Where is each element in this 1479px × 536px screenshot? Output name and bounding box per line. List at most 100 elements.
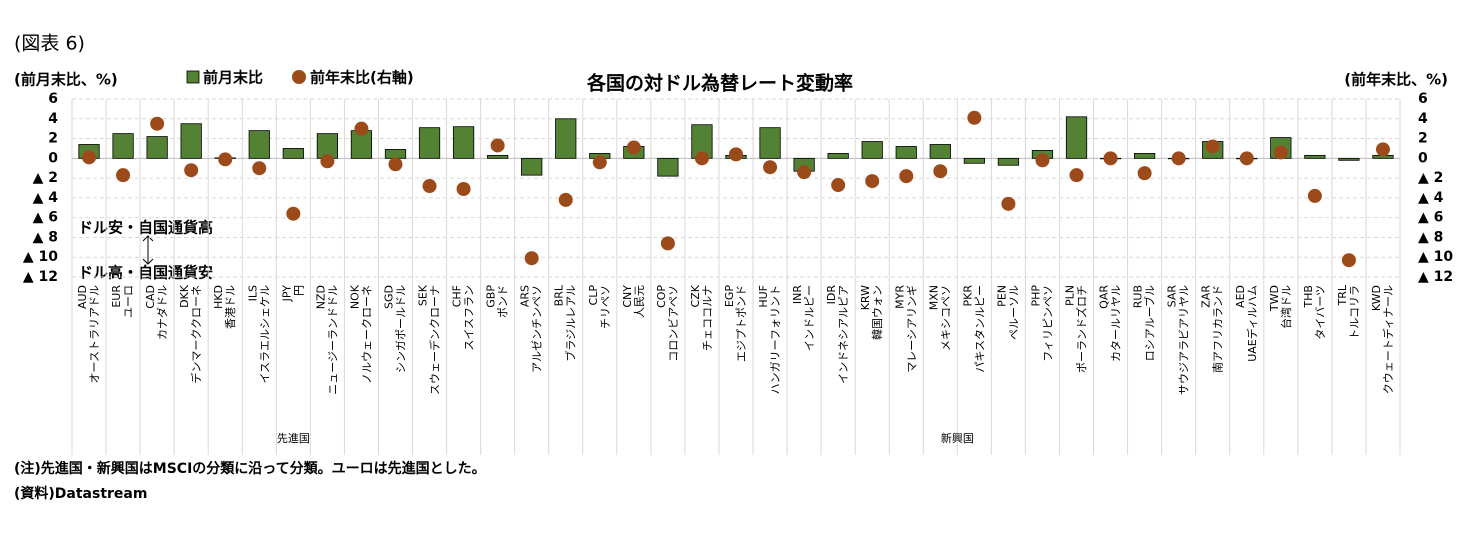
x-tick-label: ノルウェークローネ <box>360 285 373 384</box>
x-tick-label: ブラジルレアル <box>564 285 578 362</box>
legend-label: 前月末比 <box>203 69 263 87</box>
dot <box>422 179 437 194</box>
x-tick-label: カナダドル <box>155 285 169 340</box>
x-tick-label: NZD <box>314 285 327 309</box>
chart-title: 各国の対ドル為替レート変動率 <box>586 72 853 95</box>
bar <box>521 157 543 176</box>
x-tick-label: IDR <box>825 285 838 305</box>
y-axis-label: (前月末比、%) <box>14 71 118 89</box>
y-tick-label: 0 <box>48 150 58 166</box>
x-tick-label: SEK <box>417 284 430 306</box>
x-tick-label: CHF <box>451 285 464 307</box>
x-tick-label: クウェートディナール <box>1381 285 1395 394</box>
bar <box>282 148 304 159</box>
bar <box>180 123 202 159</box>
y2-tick-label: ▲ 2 <box>1418 170 1443 186</box>
x-tick-label: GBP <box>485 285 498 308</box>
figure-label: (図表 6) <box>14 33 85 55</box>
dot <box>899 169 914 184</box>
x-tick-label: インドネシアルピア <box>837 285 850 384</box>
y-tick-label: 4 <box>48 111 58 127</box>
dot <box>1001 196 1016 211</box>
x-tick-label: AED <box>1234 285 1247 308</box>
dot <box>456 181 471 196</box>
y-tick-label: 2 <box>48 131 58 147</box>
dot <box>490 138 505 153</box>
x-tick-label: PEN <box>995 285 1008 307</box>
x-tick-label: ニュージーランドドル <box>326 285 339 395</box>
y-tick-label: ▲ 6 <box>33 210 58 226</box>
bar <box>657 157 679 177</box>
bar <box>895 146 917 159</box>
x-tick-label: TWD <box>1268 285 1281 312</box>
y2-tick-label: ▲ 10 <box>1418 249 1453 265</box>
y-tick-label: ▲ 8 <box>33 229 58 245</box>
dot <box>252 161 267 176</box>
x-tick-label: COP <box>655 285 668 308</box>
y-tick-label: 6 <box>48 91 58 107</box>
x-tick-label: 台湾ドル <box>1279 285 1293 329</box>
bar <box>487 154 509 159</box>
x-tick-label: ロシアルーブル <box>1143 285 1157 361</box>
x-tick-label: オーストラリアドル <box>88 285 101 383</box>
y2-tick-label: 0 <box>1418 150 1428 166</box>
dot <box>524 251 539 266</box>
y2-axis-label: (前年末比、%) <box>1344 71 1448 89</box>
footnote: (資料)Datastream <box>14 485 147 502</box>
x-tick-label: フィリピンペソ <box>1041 285 1054 362</box>
bar <box>248 130 270 159</box>
x-tick-label: UAEディルハム <box>1245 285 1259 362</box>
dot <box>1375 142 1390 157</box>
dot <box>1341 253 1356 268</box>
x-tick-label: ペルーソル <box>1007 285 1020 340</box>
dot <box>354 121 369 136</box>
dot <box>1273 145 1288 160</box>
dot <box>218 152 233 167</box>
dot <box>797 165 812 180</box>
dot <box>286 206 301 221</box>
dot <box>1307 188 1322 203</box>
x-tick-label: メキシコペソ <box>939 285 952 351</box>
bar <box>1338 157 1360 161</box>
x-tick-label: ポンド <box>497 285 510 318</box>
y2-tick-label: ▲ 4 <box>1418 190 1444 206</box>
dot <box>1137 166 1152 181</box>
x-tick-label: エジプトポンド <box>735 285 748 362</box>
bar <box>1065 116 1088 159</box>
group-label: 新興国 <box>941 431 974 445</box>
dot <box>967 110 982 125</box>
x-tick-label: 韓国ウォン <box>871 285 884 340</box>
x-tick-label: TRL <box>1336 284 1349 306</box>
x-tick-label: CLP <box>587 285 600 306</box>
bar <box>555 118 577 159</box>
x-tick-label: サウジアラビアリヤル <box>1178 285 1191 395</box>
x-tick-label: AUD <box>76 285 89 309</box>
dot <box>626 140 641 155</box>
x-tick-label: DKK <box>178 284 191 308</box>
dot <box>933 164 948 179</box>
dot <box>184 163 199 178</box>
dot <box>1205 139 1220 154</box>
dot <box>694 151 709 166</box>
x-tick-label: KRW <box>859 285 872 310</box>
dot <box>1103 151 1118 166</box>
legend-swatch <box>292 70 306 84</box>
x-tick-label: 香港ドル <box>224 285 237 329</box>
x-tick-label: インドルピー <box>803 285 816 351</box>
x-tick-label: コロンビアペソ <box>667 285 680 362</box>
bar <box>759 127 781 159</box>
bar <box>1134 152 1156 159</box>
x-tick-label: ユーロ <box>122 285 135 318</box>
bar <box>384 149 407 159</box>
dot <box>831 178 846 193</box>
x-tick-label: スイスフラン <box>463 285 476 351</box>
dot <box>592 155 607 170</box>
x-tick-label: タイバーツ <box>1314 285 1327 340</box>
y2-tick-label: 4 <box>1418 111 1428 127</box>
x-tick-label: 円 <box>292 285 305 296</box>
x-tick-label: カタールリヤル <box>1110 285 1123 362</box>
dot <box>82 150 97 165</box>
x-tick-label: SGD <box>382 285 395 309</box>
x-tick-label: QAR <box>1098 285 1111 309</box>
